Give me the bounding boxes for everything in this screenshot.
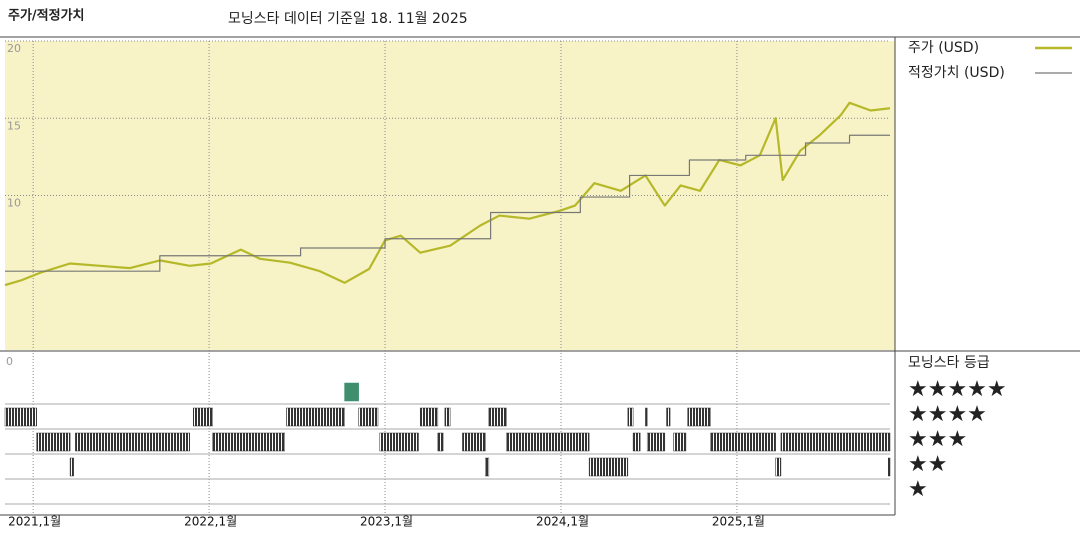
- rating-label: ★★★★★: [908, 377, 1007, 402]
- rating-period: [419, 407, 439, 427]
- rating-period: [437, 432, 444, 452]
- rating-period: [673, 432, 687, 452]
- rating-period: [212, 432, 286, 452]
- rating-period: [645, 407, 648, 427]
- legend-label: 적정가치 (USD): [908, 65, 1005, 81]
- rating-period: [775, 457, 782, 477]
- rating-period: [780, 432, 891, 452]
- rating-period: [69, 457, 74, 477]
- rating-period: [4, 407, 37, 427]
- rating-period: [627, 407, 634, 427]
- rating-period: [344, 382, 359, 402]
- x-tick-label: 2022,1월: [184, 515, 237, 529]
- series-line: [5, 134, 890, 272]
- series-line: [4, 101, 891, 287]
- rating-label: ★: [908, 477, 928, 502]
- rating-period: [506, 432, 590, 452]
- x-tick-label: 2024,1월: [536, 515, 589, 529]
- rating-period: [887, 457, 891, 477]
- x-tick-label: 2023,1월: [360, 515, 413, 529]
- rating-period: [710, 432, 776, 452]
- rating-period: [36, 432, 71, 452]
- rating-axis-label: 0: [6, 355, 13, 368]
- rating-period: [666, 407, 671, 427]
- legend-label: 주가 (USD): [908, 40, 979, 56]
- rating-period: [75, 432, 190, 452]
- rating-period: [485, 457, 490, 477]
- chart-title: 주가/적정가치: [8, 8, 85, 24]
- x-tick-label: 2025,1월: [712, 515, 765, 529]
- rating-legend-title: 모닝스타 등급: [908, 355, 990, 371]
- rating-period: [646, 432, 666, 452]
- rating-period: [632, 432, 641, 452]
- rating-period: [488, 407, 507, 427]
- y-tick-label: 15: [7, 119, 21, 132]
- rating-period: [286, 407, 345, 427]
- rating-period: [358, 407, 379, 427]
- y-tick-label: 20: [7, 42, 21, 55]
- rating-label: ★★★★: [908, 402, 987, 427]
- rating-period: [687, 407, 711, 427]
- rating-label: ★★★: [908, 427, 967, 452]
- chart-subtitle: 모닝스타 데이터 기준일 18. 11월 2025: [228, 11, 468, 27]
- rating-period: [193, 407, 213, 427]
- rating-period: [379, 432, 419, 452]
- y-tick-label: 10: [7, 197, 21, 210]
- rating-period: [444, 407, 451, 427]
- rating-period: [462, 432, 486, 452]
- rating-label: ★★: [908, 452, 947, 477]
- x-tick-label: 2021,1월: [8, 515, 61, 529]
- rating-period: [588, 457, 629, 477]
